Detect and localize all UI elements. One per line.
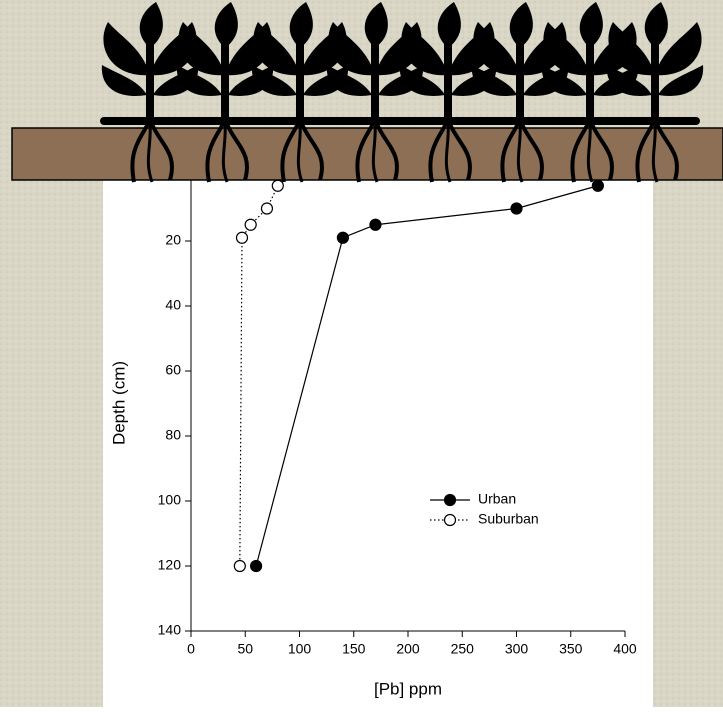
x-tick-label: 350 bbox=[559, 641, 583, 657]
plot-area: 0204060801001201400501001502002503003504… bbox=[158, 167, 637, 657]
data-point bbox=[250, 559, 263, 573]
data-point bbox=[271, 179, 284, 192]
ground-bar bbox=[100, 117, 700, 125]
x-tick-label: 400 bbox=[613, 641, 637, 657]
y-tick-label: 40 bbox=[165, 297, 181, 313]
y-tick-label: 80 bbox=[165, 427, 181, 443]
y-tick-label: 20 bbox=[165, 232, 181, 248]
data-point bbox=[336, 231, 349, 244]
legend-label: Urban bbox=[478, 491, 516, 507]
data-point bbox=[235, 231, 249, 244]
data-point bbox=[244, 218, 257, 231]
x-tick-label: 100 bbox=[288, 641, 312, 657]
x-tick-label: 250 bbox=[451, 641, 475, 657]
data-point bbox=[233, 559, 246, 573]
x-tick-label: 150 bbox=[342, 641, 366, 657]
x-tick-label: 200 bbox=[396, 641, 420, 657]
legend-marker bbox=[443, 513, 457, 527]
x-tick-label: 0 bbox=[187, 641, 195, 657]
x-tick-label: 300 bbox=[505, 641, 529, 657]
data-point bbox=[260, 202, 274, 215]
y-tick-label: 140 bbox=[158, 622, 182, 638]
data-point bbox=[591, 179, 604, 192]
data-point bbox=[510, 202, 523, 215]
y-axis-label: Depth (cm) bbox=[109, 361, 128, 445]
y-tick-label: 120 bbox=[158, 557, 182, 573]
y-tick-label: 100 bbox=[158, 492, 182, 508]
legend-label: Suburban bbox=[478, 511, 539, 527]
data-point bbox=[369, 218, 382, 231]
x-tick-label: 50 bbox=[237, 641, 253, 657]
legend-marker bbox=[443, 493, 457, 507]
y-tick-label: 60 bbox=[165, 362, 181, 378]
plot-panel bbox=[103, 170, 653, 707]
x-axis-label: [Pb] ppm bbox=[374, 679, 442, 698]
